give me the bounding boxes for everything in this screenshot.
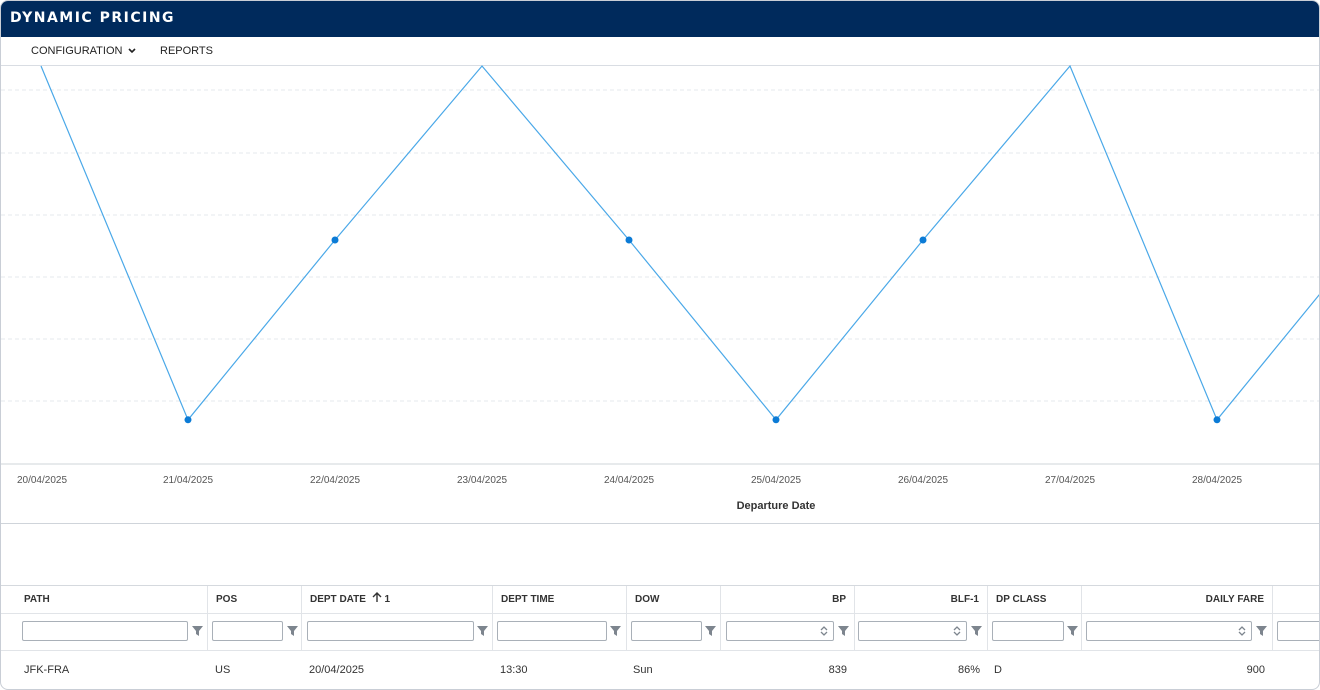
filter-icon[interactable] bbox=[610, 625, 621, 637]
data-point[interactable] bbox=[919, 236, 927, 244]
x-tick-label: 26/04/2025 bbox=[898, 475, 948, 486]
x-tick-label: 21/04/2025 bbox=[163, 475, 213, 486]
filter-icon[interactable] bbox=[705, 625, 716, 637]
data-point[interactable] bbox=[625, 236, 633, 244]
filter-cell-pos bbox=[208, 614, 302, 650]
x-tick-label: 20/04/2025 bbox=[17, 475, 67, 486]
cell-dept-time: 13:30 bbox=[500, 664, 528, 676]
x-tick-label: 22/04/2025 bbox=[310, 475, 360, 486]
sort-ascending-icon bbox=[372, 592, 382, 602]
cell-path: JFK-FRA bbox=[24, 664, 70, 676]
stepper-icon[interactable] bbox=[819, 625, 829, 637]
x-tick-label: 28/04/2025 bbox=[1192, 475, 1242, 486]
filter-row bbox=[1, 613, 1319, 651]
cell-pos: US bbox=[215, 664, 231, 676]
cell-dp-class: D bbox=[994, 664, 1002, 676]
series-points bbox=[184, 236, 1221, 424]
chevron-down-icon bbox=[128, 48, 137, 54]
chart-gridlines bbox=[1, 89, 1319, 465]
filter-cell-next bbox=[1273, 614, 1319, 650]
menu-configuration-label: CONFIGURATION bbox=[31, 45, 123, 57]
filter-input-blf1[interactable] bbox=[858, 621, 967, 641]
app-title: DYNAMIC PRICING bbox=[10, 10, 176, 26]
header-path[interactable]: PATH bbox=[16, 586, 208, 613]
header-dept-time[interactable]: DEPT TIME bbox=[493, 586, 627, 613]
filter-cell-bp bbox=[721, 614, 855, 650]
filter-icon[interactable] bbox=[192, 625, 203, 637]
header-dow[interactable]: DOW bbox=[627, 586, 721, 613]
data-point[interactable] bbox=[184, 416, 192, 424]
filter-cell-blf1 bbox=[855, 614, 988, 650]
filter-input-pos[interactable] bbox=[212, 621, 283, 641]
menu-reports[interactable]: REPORTS bbox=[160, 45, 213, 57]
chart-divider bbox=[1, 523, 1319, 524]
filter-input-next[interactable] bbox=[1277, 621, 1319, 641]
sort-order-badge: 1 bbox=[384, 594, 391, 605]
stepper-icon[interactable] bbox=[1237, 625, 1247, 637]
cell-dept-date: 20/04/2025 bbox=[309, 664, 365, 676]
header-bp[interactable]: BP bbox=[721, 586, 855, 613]
cell-dow: Sun bbox=[633, 664, 653, 676]
header-pos[interactable]: POS bbox=[208, 586, 302, 613]
filter-cell-dept-date bbox=[302, 614, 493, 650]
menu-configuration[interactable]: CONFIGURATION bbox=[31, 45, 137, 57]
stepper-icon[interactable] bbox=[952, 625, 962, 637]
filter-cell-dow bbox=[627, 614, 721, 650]
fare-line-chart: 20/04/2025 21/04/2025 22/04/2025 23/04/2025… bbox=[1, 65, 1319, 512]
header-dp-class[interactable]: DP CLASS bbox=[988, 586, 1082, 613]
data-point[interactable] bbox=[772, 416, 780, 424]
filter-icon[interactable] bbox=[971, 625, 982, 637]
filter-input-dept-date[interactable] bbox=[307, 621, 474, 641]
x-tick-label: 25/04/2025 bbox=[751, 475, 801, 486]
filter-input-dept-time[interactable] bbox=[497, 621, 607, 641]
filter-input-daily-fare[interactable] bbox=[1086, 621, 1252, 641]
filter-icon[interactable] bbox=[1256, 625, 1267, 637]
header-daily-fare[interactable]: DAILY FARE bbox=[1082, 586, 1273, 613]
filter-input-dow[interactable] bbox=[631, 621, 702, 641]
series-line bbox=[40, 65, 1319, 421]
filter-icon[interactable] bbox=[838, 625, 849, 637]
title-bar: DYNAMIC PRICING bbox=[1, 1, 1319, 37]
filter-cell-dp-class bbox=[988, 614, 1082, 650]
menu-reports-label: REPORTS bbox=[160, 45, 213, 57]
cell-bp: 839 bbox=[828, 664, 847, 676]
cell-blf1: 86% bbox=[957, 664, 980, 676]
chart-x-axis: 20/04/2025 21/04/2025 22/04/2025 23/04/2025… bbox=[17, 475, 1242, 486]
header-blf1[interactable]: BLF-1 bbox=[855, 586, 988, 613]
menu-bar: CONFIGURATION REPORTS bbox=[1, 37, 1319, 66]
x-tick-label: 27/04/2025 bbox=[1045, 475, 1095, 486]
data-point[interactable] bbox=[331, 236, 339, 244]
x-axis-title: Departure Date bbox=[737, 500, 816, 512]
filter-input-dp-class[interactable] bbox=[992, 621, 1064, 641]
filter-cell-path bbox=[16, 614, 208, 650]
filter-input-path[interactable] bbox=[22, 621, 188, 641]
filter-icon[interactable] bbox=[477, 625, 488, 637]
filter-input-bp[interactable] bbox=[726, 621, 834, 641]
cell-daily-fare: 900 bbox=[1246, 664, 1265, 676]
header-dept-date[interactable]: DEPT DATE 1 bbox=[302, 586, 493, 613]
data-grid: PATH POS DEPT DATE 1 DEPT TIME DOW BP BL… bbox=[1, 585, 1319, 689]
x-tick-label: 23/04/2025 bbox=[457, 475, 507, 486]
filter-icon[interactable] bbox=[287, 625, 298, 637]
data-point[interactable] bbox=[1213, 416, 1221, 424]
filter-cell-dept-time bbox=[493, 614, 627, 650]
x-tick-label: 24/04/2025 bbox=[604, 475, 654, 486]
filter-icon[interactable] bbox=[1067, 625, 1078, 637]
filter-cell-daily-fare bbox=[1082, 614, 1273, 650]
